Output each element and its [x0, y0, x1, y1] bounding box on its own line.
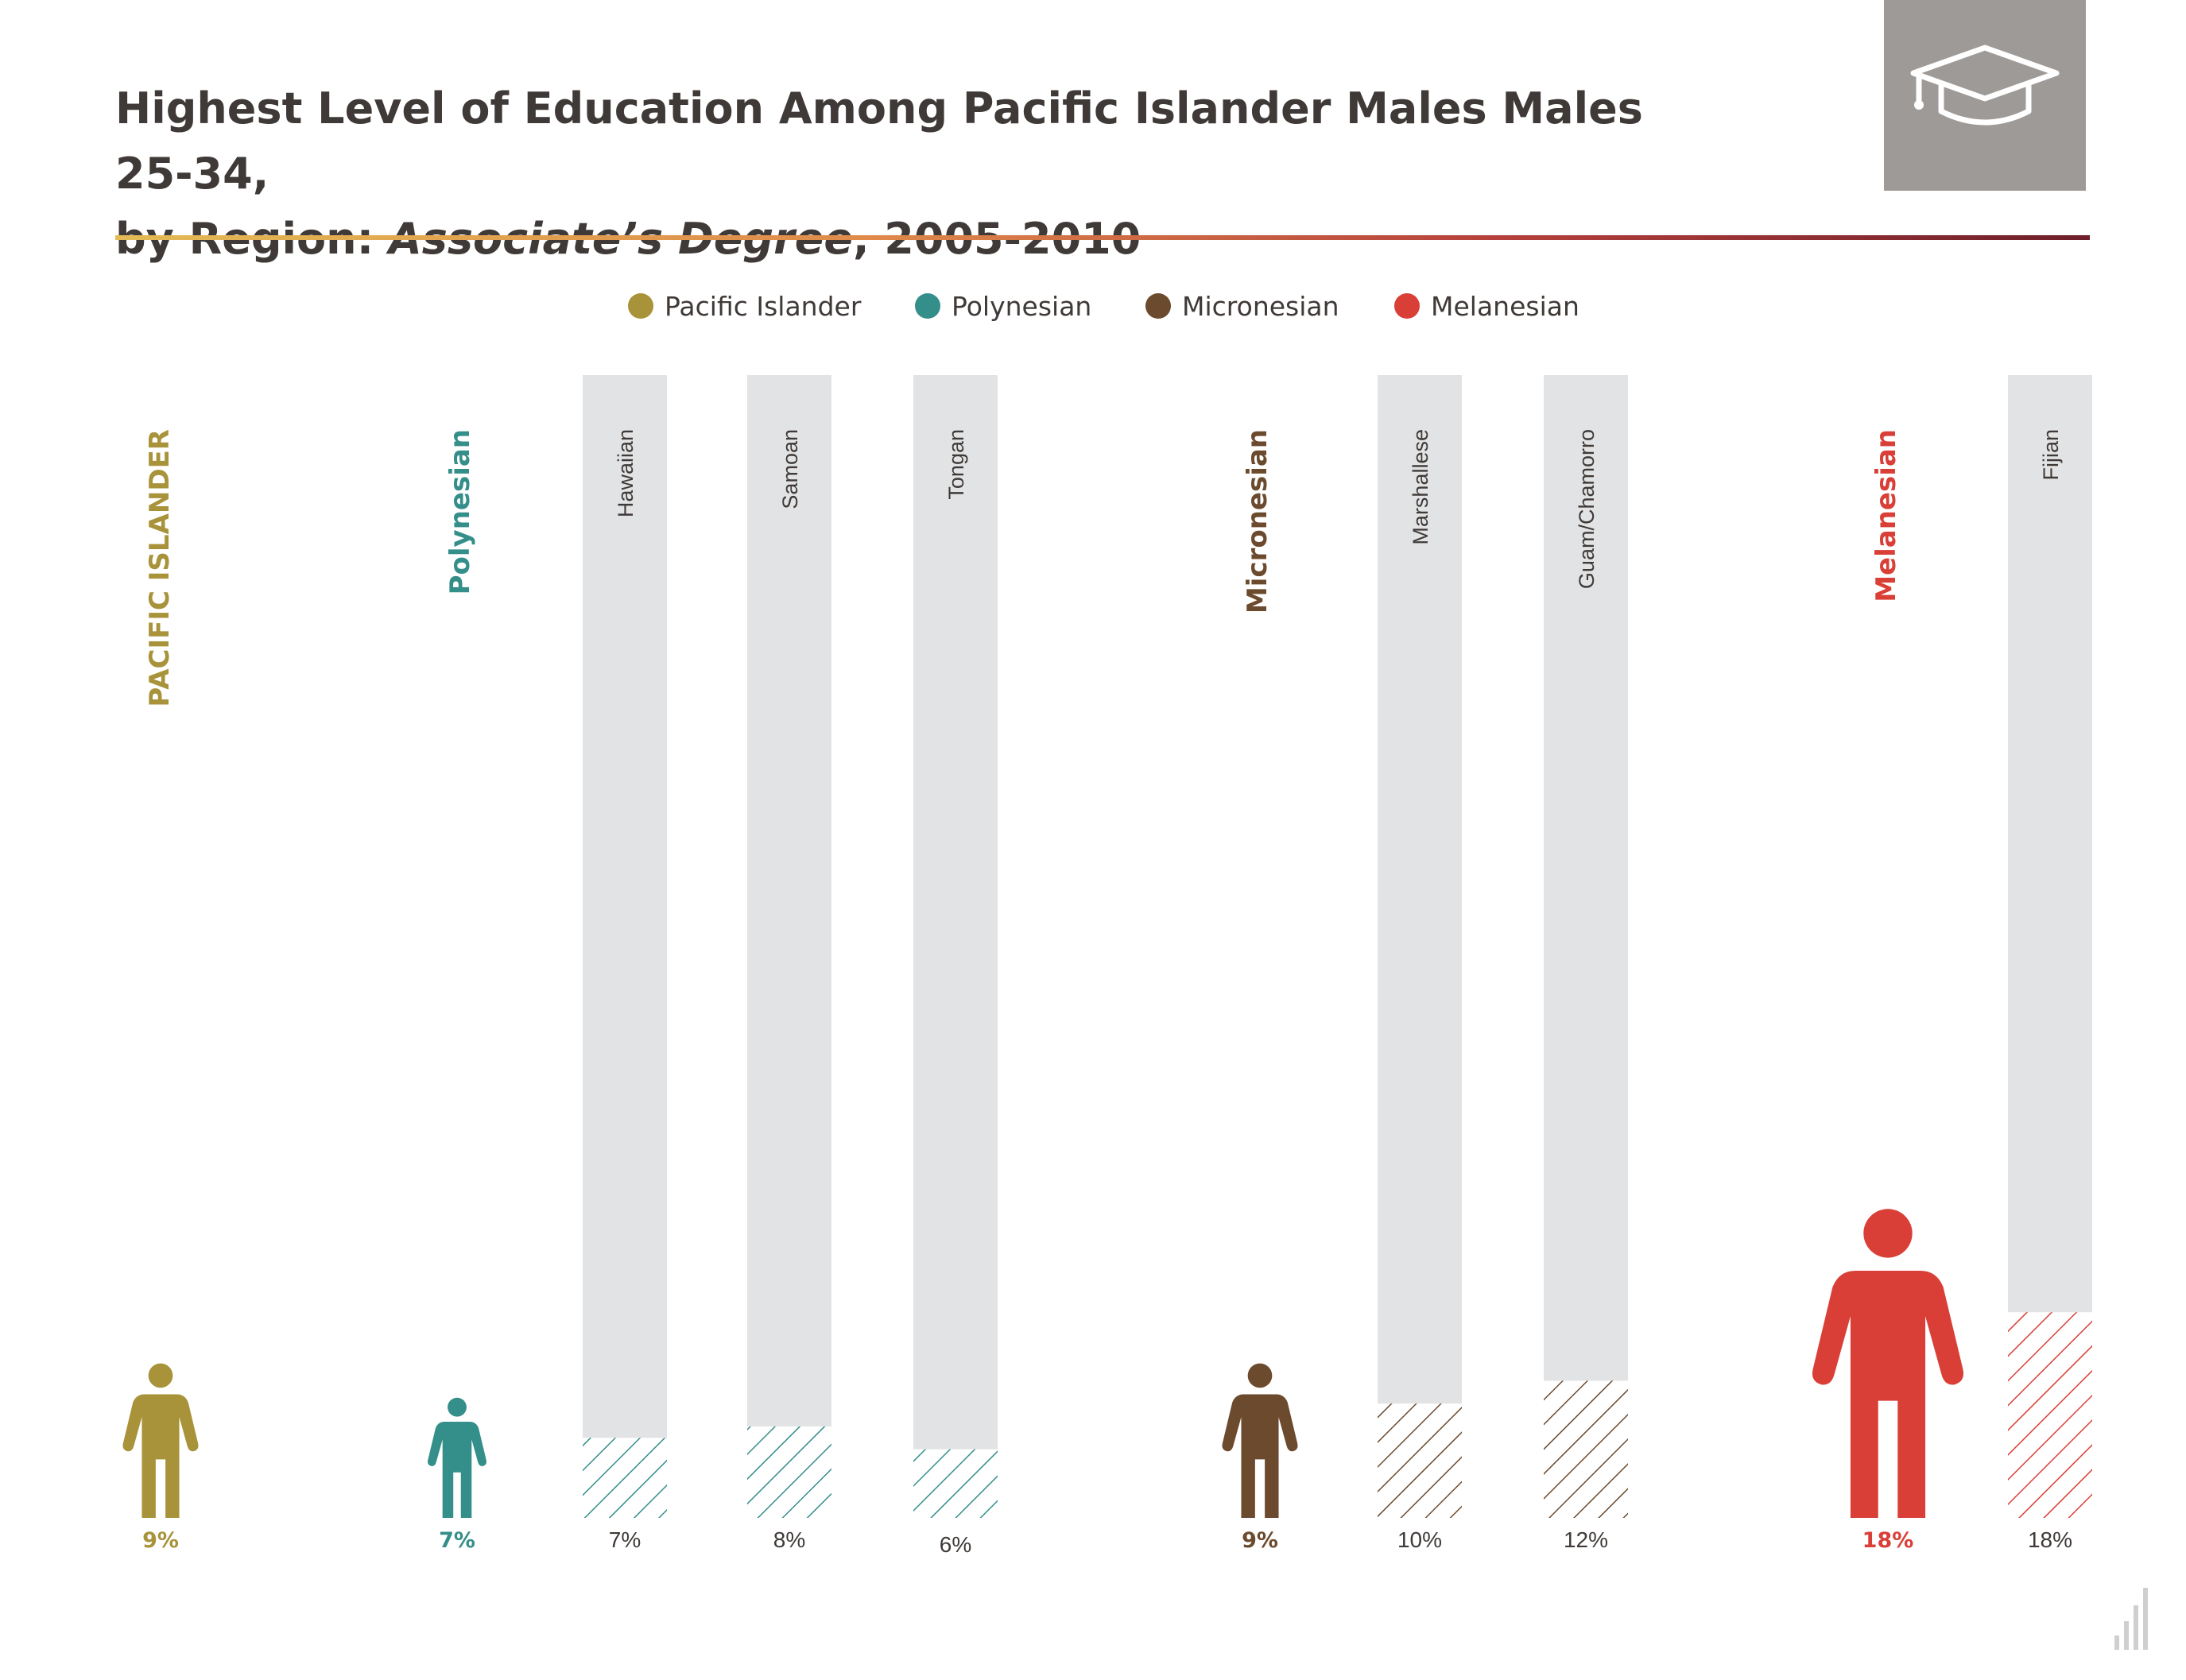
bar-track-samoan [747, 375, 831, 1518]
bar-fijian [2008, 1312, 2092, 1518]
title-divider [115, 235, 2090, 240]
graduation-cap-icon [1910, 45, 2060, 126]
legend-label: Pacific Islander [665, 290, 862, 322]
bar-track-marshallese [1378, 375, 1462, 1518]
bar-hawaiian [583, 1438, 667, 1518]
legend-swatch [628, 293, 653, 319]
legend-label: Micronesian [1182, 290, 1339, 322]
bar-marshallese [1378, 1403, 1462, 1518]
person-icon-melanesian [1812, 1209, 1964, 1518]
logo-tile [1884, 0, 2086, 191]
legend-label: Melanesian [1431, 290, 1579, 322]
category-label-tongan: Tongan [944, 429, 968, 500]
legend-swatch [915, 293, 940, 319]
category-label-fijian: Fijian [2039, 429, 2063, 481]
bar-chart-icon [2114, 1588, 2148, 1650]
legend-swatch [1145, 293, 1171, 319]
legend-item-polynesian: Polynesian [915, 286, 1091, 326]
region-value-micronesian: 9% [1242, 1528, 1278, 1553]
region-label-micronesian: Micronesian [1242, 429, 1273, 614]
legend-label: Polynesian [952, 290, 1092, 322]
bar-track-guam-chamorro [1544, 375, 1628, 1518]
bar-samoan [747, 1426, 831, 1518]
region-value-polynesian: 7% [439, 1528, 475, 1553]
bar-guam-chamorro [1544, 1380, 1628, 1518]
person-icon-pacific-islander [122, 1363, 199, 1518]
category-label-marshallese: Marshallese [1409, 429, 1432, 545]
region-label-polynesian: Polynesian [444, 429, 476, 594]
legend-item-pacific-islander: Pacific Islander [628, 286, 861, 326]
value-label-marshallese: 10% [1397, 1527, 1442, 1552]
title-line-1: Highest Level of Education Among Pacific… [115, 83, 1643, 199]
legend-swatch [1394, 293, 1420, 319]
bar-track-tongan [913, 375, 998, 1518]
value-label-fijian: 18% [2028, 1527, 2072, 1552]
value-label-tongan: 6% [940, 1532, 971, 1557]
region-value-pacific-islander: 9% [142, 1528, 179, 1553]
legend-item-melanesian: Melanesian [1394, 286, 1579, 326]
legend-item-micronesian: Micronesian [1145, 286, 1339, 326]
category-label-samoan: Samoan [778, 429, 802, 509]
bar-tongan [913, 1449, 998, 1518]
category-label-hawaiian: Hawaiian [614, 429, 638, 517]
bar-track-hawaiian [583, 375, 667, 1518]
person-icon-micronesian [1222, 1363, 1298, 1518]
region-label-melanesian: Melanesian [1870, 429, 1902, 602]
category-label-guam-chamorro: Guam/Chamorro [1575, 429, 1599, 589]
value-label-guam-chamorro: 12% [1564, 1527, 1608, 1552]
person-icon-polynesian [428, 1397, 486, 1518]
legend: Pacific Islander Polynesian Micronesian … [0, 286, 2186, 326]
value-label-hawaiian: 7% [609, 1527, 641, 1552]
region-value-melanesian: 18% [1862, 1528, 1914, 1553]
region-label-pacific-islander: PACIFIC ISLANDER [144, 429, 176, 707]
value-label-samoan: 8% [773, 1527, 805, 1552]
